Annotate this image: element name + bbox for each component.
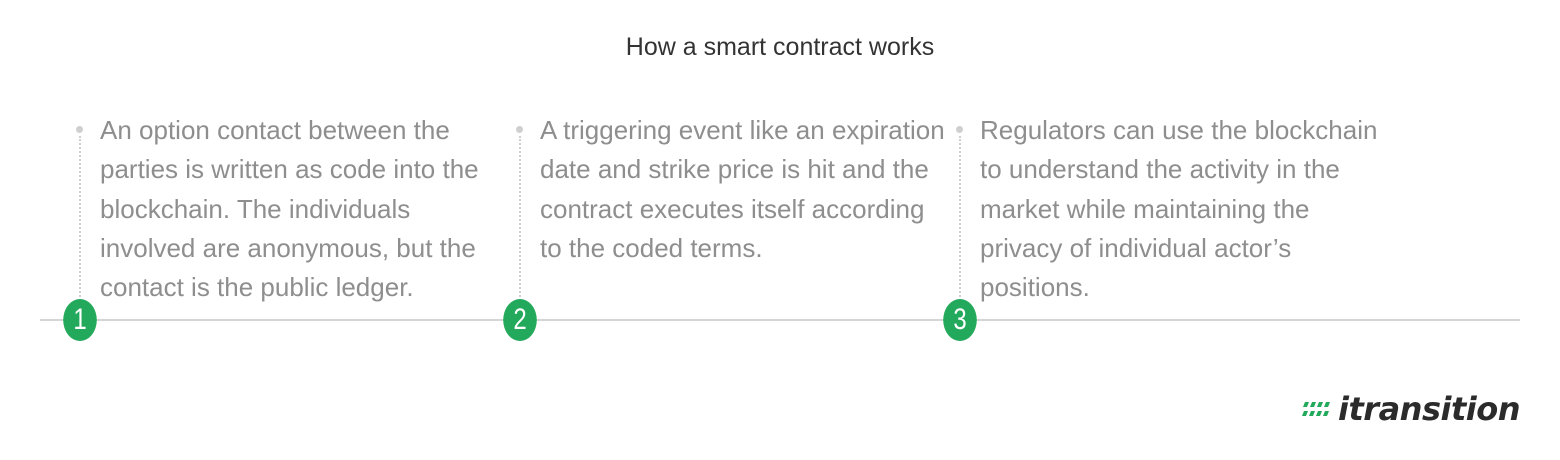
step-text: An option contact between the parties is…	[100, 115, 479, 303]
step-top-dot	[956, 126, 963, 133]
step-number-badge: 1	[63, 299, 97, 341]
step-1: An option contact between the parties is…	[40, 115, 479, 348]
step-connector	[959, 136, 961, 304]
step-3: Regulators can use the blockchain to und…	[920, 115, 1377, 348]
step-text: Regulators can use the blockchain to und…	[980, 115, 1378, 303]
step-2: A triggering event like an expiration da…	[480, 115, 945, 348]
step-top-dot	[76, 126, 83, 133]
step-top-dot	[516, 126, 523, 133]
diagram-title: How a smart contract works	[625, 33, 935, 61]
step-number-badge: 3	[943, 299, 977, 341]
step-text: A triggering event like an expiration da…	[540, 115, 945, 263]
step-connector	[519, 136, 521, 304]
brand-wordmark: itransition	[1338, 390, 1520, 428]
step-number-badge: 2	[503, 299, 537, 341]
step-connector	[79, 136, 81, 304]
slanted-bars-icon	[1302, 402, 1331, 416]
brand-logo: itransition	[1302, 389, 1520, 429]
timeline-line	[40, 319, 1520, 321]
